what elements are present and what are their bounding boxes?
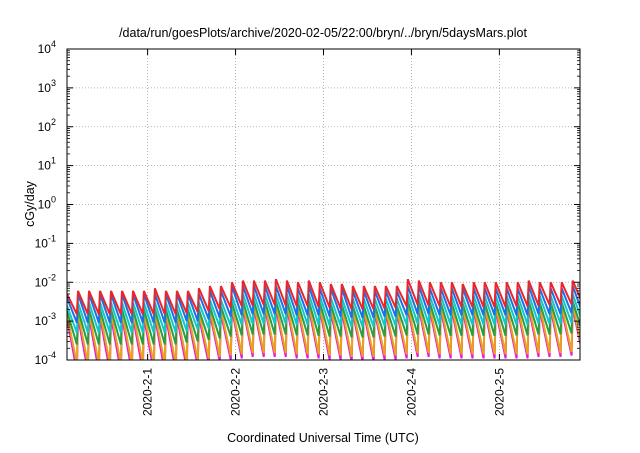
y-tick-label: 103 [38, 78, 56, 95]
y-axis-label: cGy/day [23, 180, 37, 227]
x-tick-label: 2020-2-2 [229, 368, 243, 416]
y-tick-label: 101 [38, 156, 56, 173]
y-tick-label: 104 [38, 39, 56, 56]
grid-lines [67, 49, 580, 360]
y-tick-label: 10-1 [35, 233, 56, 250]
x-tick-label: 2020-2-5 [492, 368, 506, 416]
y-tick-label: 100 [38, 195, 56, 212]
x-tick-label: 2020-2-1 [141, 368, 155, 416]
axis-ticks: 10-4 10-3 10-2 10-1 100 101 102 103 104 2020-2-1 2… [35, 39, 580, 416]
y-tick-label: 10-4 [35, 350, 56, 367]
y-tick-label: 102 [38, 117, 56, 134]
series-line [67, 285, 580, 324]
y-tick-label: 10-2 [35, 272, 56, 289]
series-line [67, 278, 580, 315]
y-tick-label: 10-3 [35, 311, 56, 328]
chart-title: /data/run/goesPlots/archive/2020-02-05/2… [119, 26, 527, 40]
series-lines [67, 278, 580, 360]
x-tick-label: 2020-2-3 [317, 368, 331, 416]
series-line [67, 303, 580, 360]
x-tick-label: 2020-2-4 [404, 368, 418, 416]
series-line [67, 300, 580, 345]
series-line [67, 293, 580, 334]
x-axis-label: Coordinated Universal Time (UTC) [227, 431, 419, 445]
